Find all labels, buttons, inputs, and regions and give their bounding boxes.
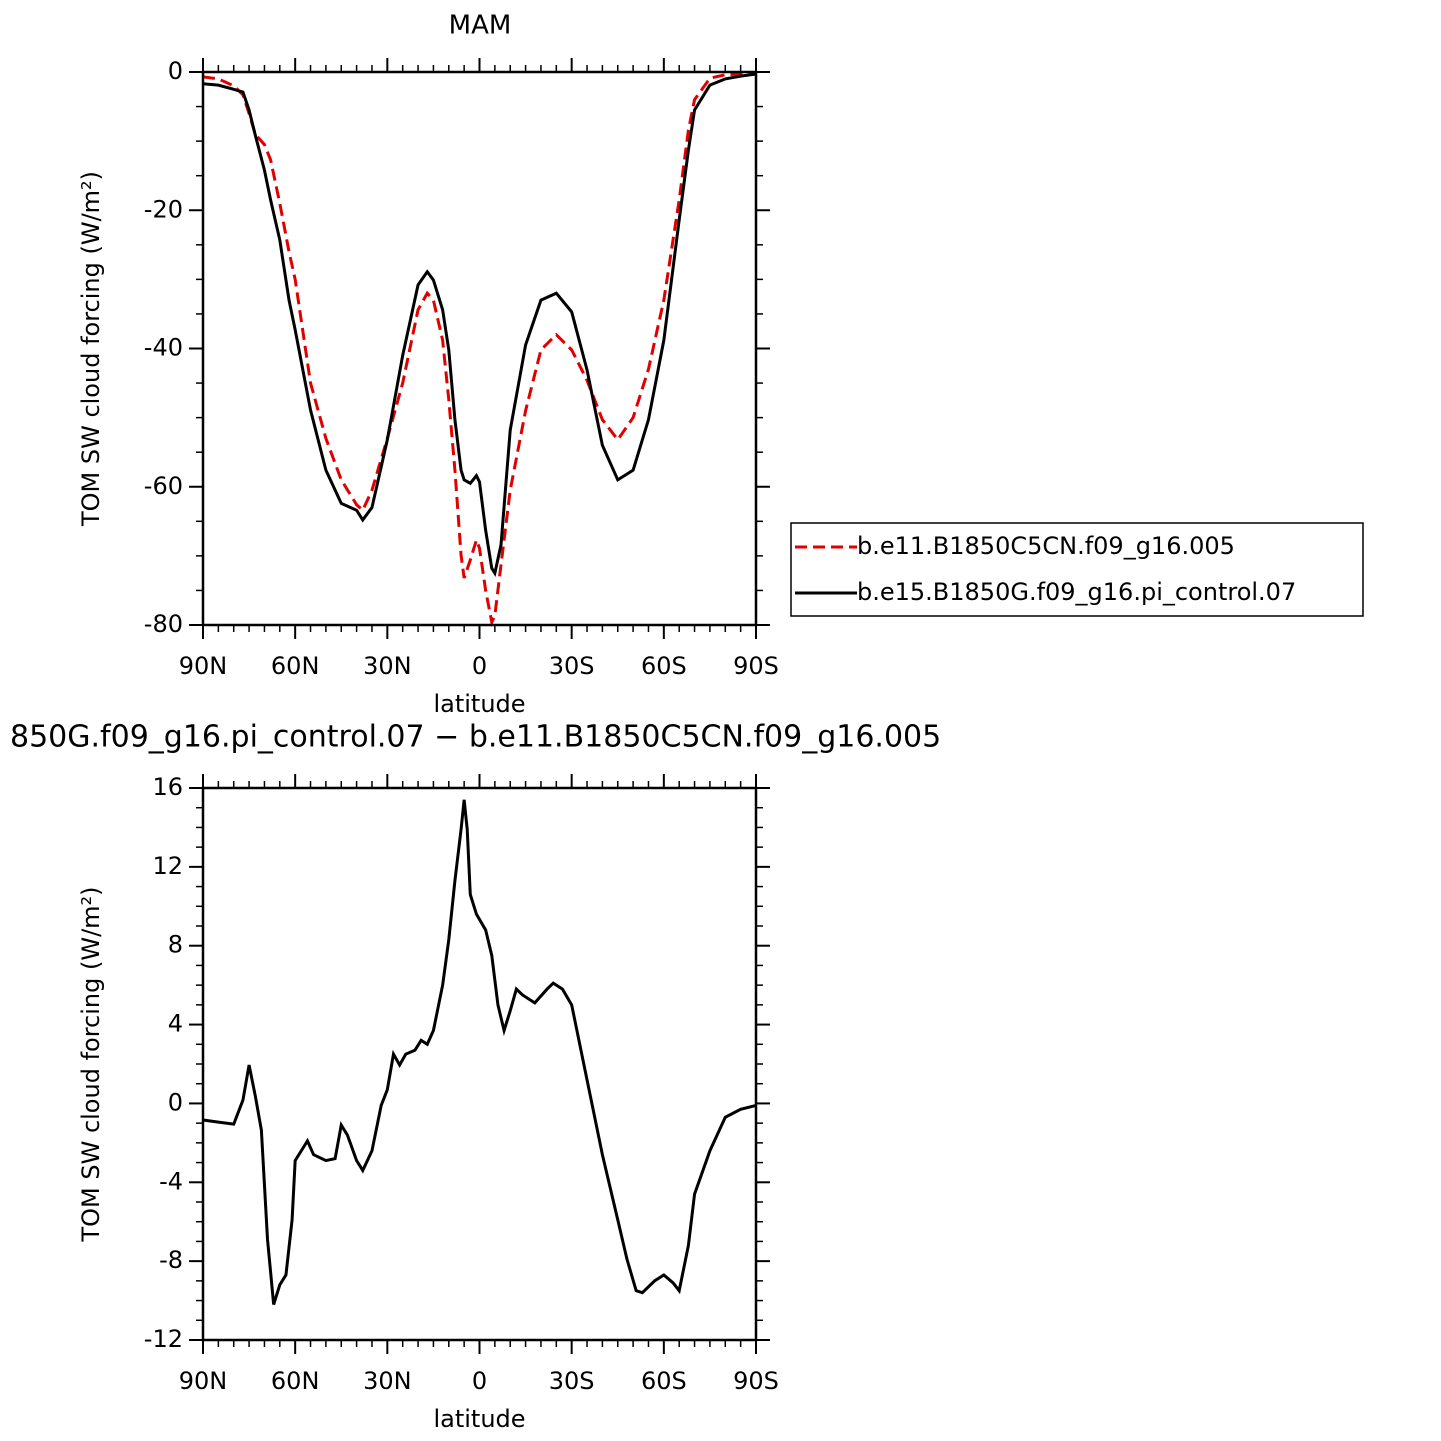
- plot-frame: [201, 70, 758, 627]
- y-tick-label: 0: [168, 1088, 183, 1116]
- y-tick-label: -40: [144, 334, 183, 362]
- legend-label: b.e15.B1850G.f09_g16.pi_control.07: [857, 578, 1296, 606]
- y-tick-label: 0: [168, 57, 183, 85]
- y-tick-label: -80: [144, 610, 183, 638]
- x-tick-label: 30S: [549, 652, 595, 680]
- x-tick-label: 30N: [363, 652, 412, 680]
- legend-label: b.e11.B1850C5CN.f09_g16.005: [857, 532, 1235, 560]
- x-tick-label: 60S: [641, 1367, 687, 1395]
- data-line: [202, 71, 757, 628]
- x-tick-label: 90S: [733, 652, 779, 680]
- x-tick-label: 0: [472, 1367, 487, 1395]
- x-axis-label: latitude: [433, 1405, 525, 1433]
- y-tick-label: -60: [144, 472, 183, 500]
- legend-box: [790, 522, 1364, 617]
- x-axis-label: latitude: [433, 690, 525, 718]
- x-tick-label: 30S: [549, 1367, 595, 1395]
- y-axis-label: TOM SW cloud forcing (W/m²): [77, 171, 105, 527]
- x-tick-label: 90N: [179, 1367, 228, 1395]
- y-tick-label: 12: [152, 852, 183, 880]
- x-tick-label: 90N: [179, 652, 228, 680]
- chart-title: MAM: [449, 11, 512, 41]
- x-tick-label: 60S: [641, 652, 687, 680]
- y-tick-label: 16: [152, 773, 183, 801]
- x-tick-label: 90S: [733, 1367, 779, 1395]
- x-tick-label: 0: [472, 652, 487, 680]
- y-tick-label: -20: [144, 195, 183, 223]
- data-line: [202, 72, 757, 578]
- y-tick-label: -12: [144, 1325, 183, 1353]
- plot-frame: [201, 786, 758, 1342]
- data-line: [202, 799, 757, 1305]
- x-tick-label: 30N: [363, 1367, 412, 1395]
- y-tick-label: -4: [159, 1167, 183, 1195]
- x-tick-label: 60N: [271, 1367, 320, 1395]
- chart-title: 850G.f09_g16.pi_control.07 − b.e11.B1850…: [10, 720, 941, 755]
- y-tick-label: 8: [168, 931, 183, 959]
- y-tick-label: -8: [159, 1246, 183, 1274]
- x-tick-label: 60N: [271, 652, 320, 680]
- y-axis-label: TOM SW cloud forcing (W/m²): [77, 886, 105, 1242]
- y-tick-label: 4: [168, 1010, 183, 1038]
